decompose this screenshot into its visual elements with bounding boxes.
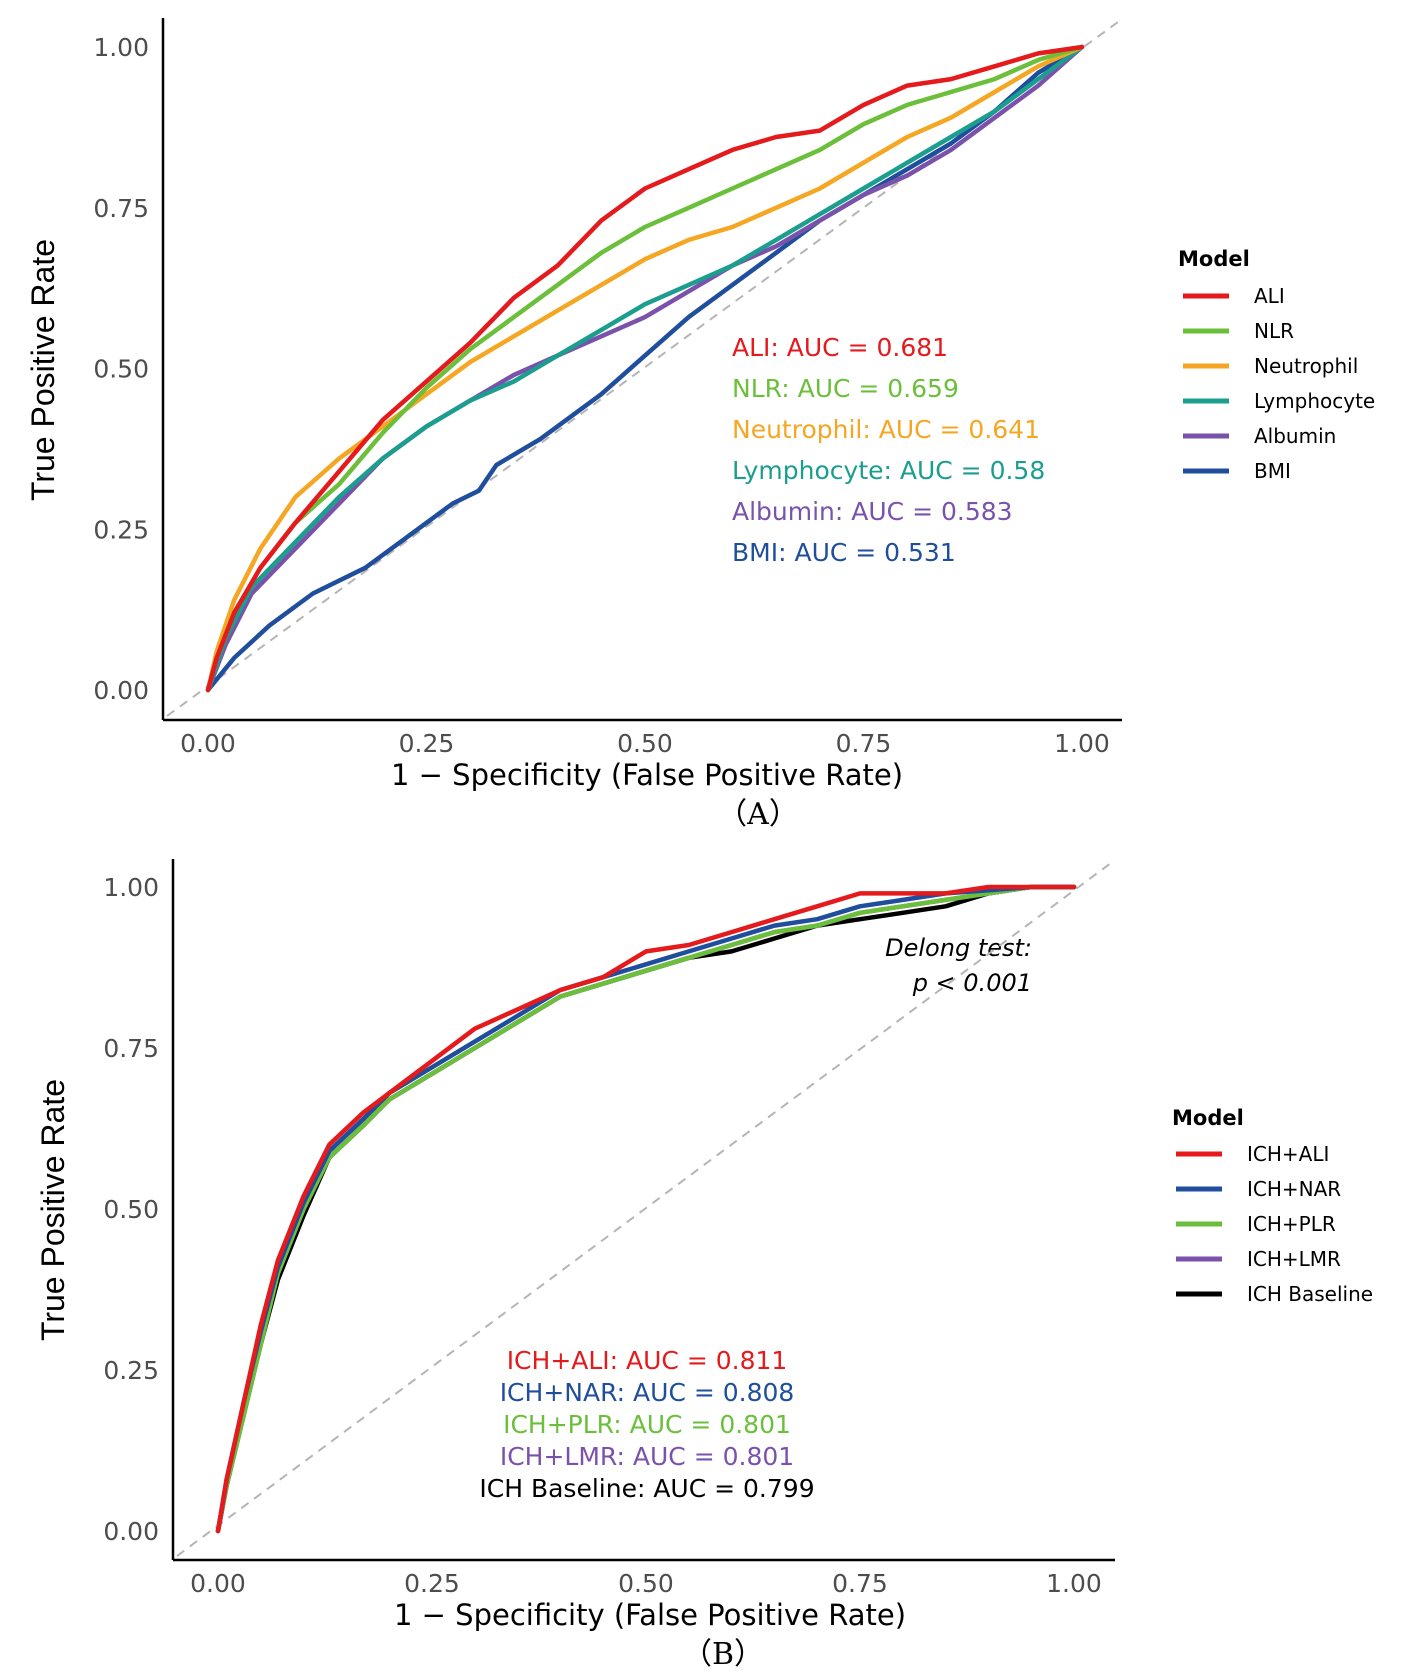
roc-curve-neutrophil	[205, 44, 1085, 693]
legend-label: ICH+LMR	[1247, 1247, 1341, 1271]
x-tick-label: 0.00	[190, 1569, 246, 1598]
x-tick-label: 0.50	[618, 1569, 674, 1598]
panel-a-y-axis-title: True Positive Rate	[25, 239, 61, 501]
auc-label: ICH+ALI: AUC = 0.811	[507, 1346, 788, 1375]
y-tick-label: 0.50	[93, 355, 149, 384]
roc-curve-ich-ali	[215, 884, 1077, 1534]
x-tick-label: 0.75	[832, 1569, 888, 1598]
x-tick-label: 1.00	[1054, 729, 1110, 758]
legend-label: ICH+PLR	[1247, 1212, 1336, 1236]
auc-label: ICH+NAR: AUC = 0.808	[500, 1378, 795, 1407]
panel-a-x-axis-title: 1 − Specificity (False Positive Rate)	[391, 758, 903, 792]
roc-curve-albumin	[205, 44, 1085, 693]
panel-b-legend-title: Model	[1172, 1106, 1244, 1130]
panel-a-legend-title: Model	[1178, 247, 1250, 271]
auc-label: ICH+PLR: AUC = 0.801	[503, 1410, 791, 1439]
auc-label: ICH+LMR: AUC = 0.801	[500, 1442, 794, 1471]
panel-a-label: （A）	[717, 797, 799, 832]
auc-label: ICH Baseline: AUC = 0.799	[479, 1474, 814, 1503]
panel-a: True Positive Rate 1 − Specificity (Fals…	[25, 18, 1375, 832]
auc-label: ALI: AUC = 0.681	[732, 333, 948, 362]
y-tick-label: 1.00	[103, 873, 159, 902]
roc-curve-lymphocyte	[205, 44, 1085, 693]
x-tick-label: 0.50	[617, 729, 673, 758]
auc-label: NLR: AUC = 0.659	[732, 374, 959, 403]
auc-label: BMI: AUC = 0.531	[732, 538, 956, 567]
legend-label: Neutrophil	[1254, 354, 1358, 378]
panel-b-x-axis-title: 1 − Specificity (False Positive Rate)	[394, 1598, 906, 1632]
y-tick-label: 0.00	[103, 1517, 159, 1546]
y-tick-label: 0.25	[93, 515, 149, 544]
y-tick-label: 0.75	[93, 194, 149, 223]
reference-diagonal	[176, 862, 1112, 1557]
legend-label: ICH Baseline	[1247, 1282, 1373, 1306]
roc-curve-ali	[205, 44, 1085, 693]
panel-b-y-axis-title: True Positive Rate	[35, 1079, 71, 1341]
y-tick-label: 0.50	[103, 1195, 159, 1224]
x-tick-label: 0.00	[180, 729, 236, 758]
legend-label: Albumin	[1254, 424, 1336, 448]
y-tick-label: 0.00	[93, 676, 149, 705]
y-tick-label: 0.75	[103, 1034, 159, 1063]
auc-label: Neutrophil: AUC = 0.641	[732, 415, 1040, 444]
legend-label: ICH+ALI	[1247, 1142, 1329, 1166]
legend-label: NLR	[1254, 319, 1294, 343]
y-tick-label: 0.25	[103, 1356, 159, 1385]
panel-b: True Positive Rate 1 − Specificity (Fals…	[35, 859, 1373, 1672]
legend-label: Lymphocyte	[1254, 389, 1375, 413]
roc-curve-bmi	[205, 44, 1085, 693]
x-tick-label: 0.25	[404, 1569, 460, 1598]
auc-label: Albumin: AUC = 0.583	[732, 497, 1013, 526]
x-tick-label: 0.75	[836, 729, 892, 758]
x-tick-label: 0.25	[399, 729, 455, 758]
legend-label: ALI	[1254, 284, 1285, 308]
delong-test-label: Delong test:	[885, 934, 1032, 962]
x-tick-label: 1.00	[1046, 1569, 1102, 1598]
delong-p-value: p < 0.001	[912, 969, 1032, 997]
auc-label: Lymphocyte: AUC = 0.58	[732, 456, 1045, 485]
y-tick-label: 1.00	[93, 33, 149, 62]
legend-label: ICH+NAR	[1247, 1177, 1341, 1201]
legend-label: BMI	[1254, 459, 1291, 483]
panel-b-label: （B）	[682, 1637, 764, 1672]
